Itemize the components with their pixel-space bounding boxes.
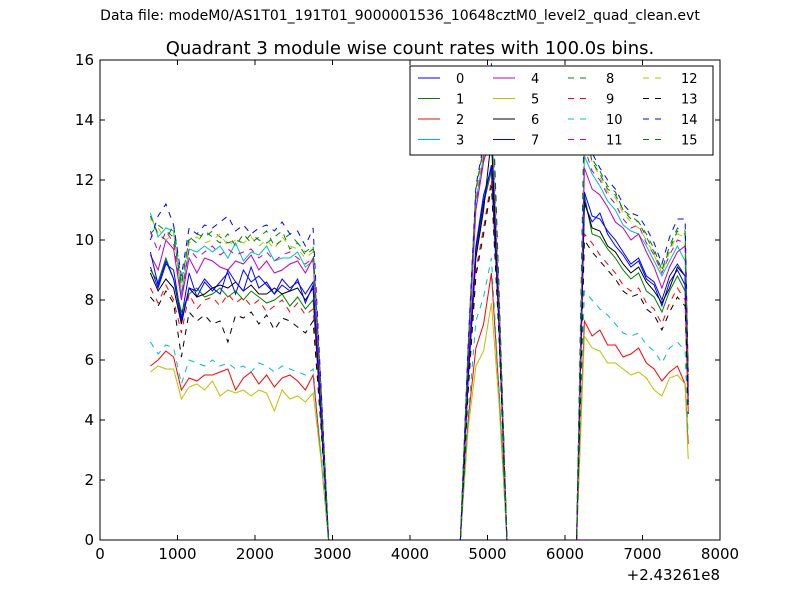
series-line-7: [149, 164, 689, 540]
y-tick-label: 2: [84, 471, 94, 489]
plot-frame: [99, 59, 721, 541]
x-tick-label: 0: [95, 545, 105, 563]
series-line-2: [150, 272, 689, 540]
y-tick-label: 16: [75, 51, 94, 69]
legend-label-6: 6: [531, 113, 539, 128]
y-tick-label: 4: [84, 411, 94, 429]
x-tick-label: 7000: [623, 545, 661, 563]
series-line-0: [149, 167, 689, 540]
legend-label-13: 13: [681, 93, 698, 108]
chart-title: Quadrant 3 module wise count rates with …: [166, 38, 655, 59]
legend-label-10: 10: [606, 113, 623, 128]
x-tick-label: 4000: [391, 545, 429, 563]
legend-label-11: 11: [606, 134, 623, 149]
x-tick-label: 5000: [468, 545, 506, 563]
legend-box: [409, 65, 714, 156]
x-offset-label: +2.43261e8: [627, 566, 720, 584]
legend-label-0: 0: [456, 72, 464, 87]
series-line-14: [149, 62, 689, 540]
y-tick-label: 12: [75, 171, 94, 189]
y-tick-label: 0: [84, 531, 94, 549]
y-tick-label: 8: [84, 291, 94, 309]
series-line-11: [149, 95, 689, 540]
legend-label-7: 7: [531, 134, 539, 149]
series-line-10: [149, 257, 689, 540]
series-line-9: [149, 179, 689, 540]
figure-suptitle: Data file: modeM0/AS1T01_191T01_90000015…: [100, 8, 700, 24]
x-tick-label: 6000: [546, 545, 584, 563]
legend-label-14: 14: [681, 113, 698, 128]
legend-label-2: 2: [456, 113, 464, 128]
series-line-5: [150, 302, 689, 540]
legend-label-5: 5: [531, 93, 539, 108]
series-line-3: [149, 113, 689, 540]
series-line-4: [149, 134, 689, 540]
series-line-1: [149, 170, 689, 540]
x-tick-label: 2000: [236, 545, 274, 563]
legend-label-1: 1: [456, 93, 464, 108]
legend-label-8: 8: [606, 72, 614, 87]
y-tick-label: 14: [75, 111, 94, 129]
x-tick-label: 3000: [313, 545, 351, 563]
x-tick-label: 8000: [701, 545, 739, 563]
legend-label-3: 3: [456, 134, 464, 149]
y-tick-label: 6: [84, 351, 94, 369]
y-tick-label: 10: [75, 231, 94, 249]
legend-label-12: 12: [681, 72, 698, 87]
legend-label-4: 4: [531, 72, 539, 87]
legend-label-9: 9: [606, 93, 614, 108]
x-tick-label: 1000: [158, 545, 196, 563]
series-line-6: [149, 137, 689, 540]
legend-label-15: 15: [681, 134, 698, 149]
